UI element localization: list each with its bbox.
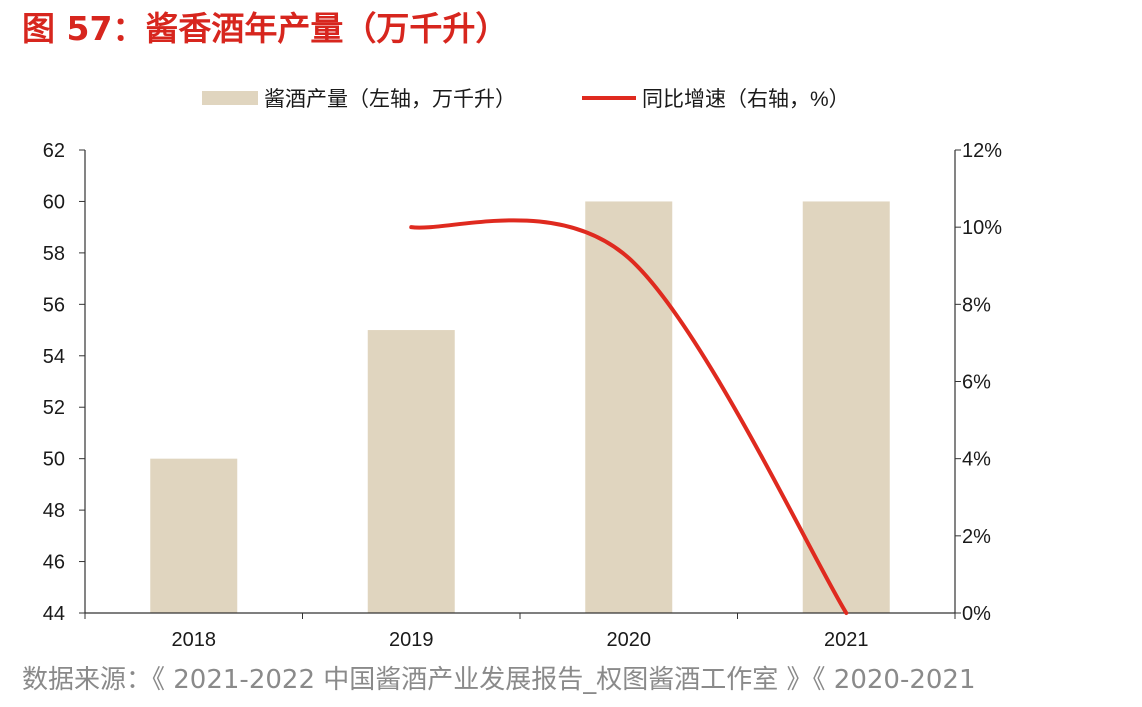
bar-2021 (802, 201, 890, 613)
left-tick-label: 46 (43, 552, 65, 574)
bar-2018 (150, 458, 238, 613)
x-axis-ticks: 2018 2019 2020 2021 (84, 613, 956, 651)
right-tick-label: 6% (962, 372, 991, 394)
right-tick-label: 0% (962, 603, 991, 625)
left-tick-label: 44 (43, 603, 65, 625)
bar-2019 (367, 330, 455, 613)
bar-2020 (585, 201, 673, 613)
x-tick-label: 2019 (389, 629, 434, 651)
right-tick-label: 2% (962, 526, 991, 548)
bar-series (150, 201, 890, 613)
left-tick-label: 48 (43, 500, 65, 522)
left-tick-label: 56 (43, 294, 65, 316)
right-axis-ticks: 12% 10% 8% 6% 4% 2% 0% (955, 140, 1002, 625)
left-tick-label: 60 (43, 191, 65, 213)
left-tick-label: 52 (43, 397, 65, 419)
chart-title: 图 57：酱香酒年产量（万千升） (22, 9, 509, 48)
legend-label-line: 同比增速（右轴，%） (642, 88, 850, 111)
left-tick-label: 62 (43, 140, 65, 162)
x-tick-label: 2018 (172, 629, 217, 651)
left-tick-label: 58 (43, 243, 65, 265)
source-note: 数据来源：《 2021-2022 中国酱酒产业发展报告_权图酱酒工作室 》《 2… (22, 665, 976, 695)
growth-line (409, 218, 849, 615)
left-tick-label: 54 (43, 346, 65, 368)
left-tick-label: 50 (43, 449, 65, 471)
legend-label-bar: 酱酒产量（左轴，万千升） (264, 88, 516, 111)
legend: 酱酒产量（左轴，万千升） 同比增速（右轴，%） (202, 88, 850, 111)
right-tick-label: 12% (962, 140, 1002, 162)
right-tick-label: 8% (962, 294, 991, 316)
x-tick-label: 2021 (824, 629, 869, 651)
left-axis-ticks: 62 60 58 56 54 52 50 48 46 44 (43, 140, 85, 625)
right-tick-label: 4% (962, 449, 991, 471)
legend-swatch-bar (202, 91, 258, 105)
right-tick-label: 10% (962, 217, 1002, 239)
x-tick-label: 2020 (607, 629, 652, 651)
